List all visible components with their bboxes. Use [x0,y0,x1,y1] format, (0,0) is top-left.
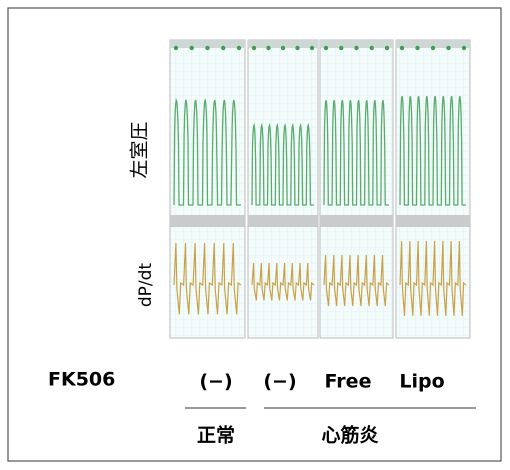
column-label: Lipo [399,371,444,393]
marker-dot [205,46,209,50]
group-label: 心筋炎 [321,424,378,447]
marker-dot [174,46,178,50]
marker-dot [295,46,299,50]
panel-divider [396,215,470,227]
marker-dot [354,46,358,50]
marker-dot [431,46,435,50]
marker-dot [281,46,285,50]
column-label: (−) [263,371,296,393]
marker-dot [446,46,450,50]
marker-dot [237,46,241,50]
marker-dot [370,46,374,50]
marker-dot [266,46,270,50]
panel-divider [248,215,318,227]
marker-dot [400,46,404,50]
marker-dot [339,46,343,50]
figure: 左室圧 dP/dt FK506 (−) (−) Free Lipo 正常 心筋炎 [0,0,510,470]
marker-dot [310,46,314,50]
marker-dot [415,46,419,50]
panel-divider [320,215,393,227]
marker-dot [221,46,225,50]
panel-divider [170,215,245,227]
group-label: 正常 [197,424,235,447]
column-label: Free [325,371,372,393]
dpdt-label: dP/dt [136,263,156,308]
column-label: (−) [199,371,232,393]
marker-dot [190,46,194,50]
marker-dot [462,46,466,50]
pressure-label: 左室圧 [129,121,151,178]
marker-dot [324,46,328,50]
marker-dot [252,46,256,50]
treatment-label: FK506 [48,369,115,391]
marker-dot [385,46,389,50]
recording-panels [170,40,470,338]
